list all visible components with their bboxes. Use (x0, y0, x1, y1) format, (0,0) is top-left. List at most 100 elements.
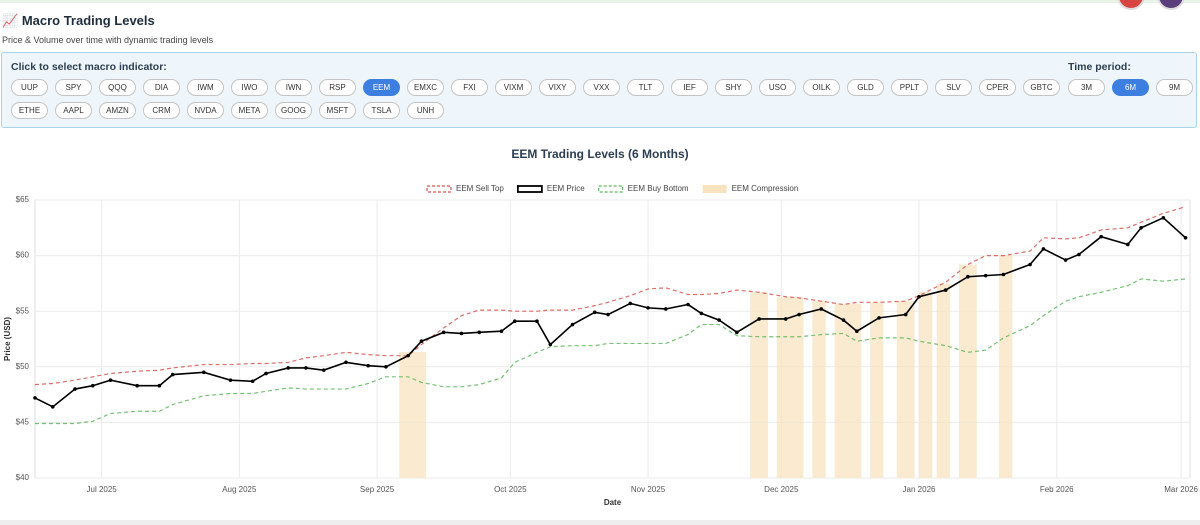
period-button[interactable]: 6M (1112, 79, 1149, 96)
indicator-button[interactable]: SHY (715, 79, 752, 96)
price-point (512, 319, 517, 324)
compression-band (812, 300, 826, 478)
compression-band (998, 255, 1013, 478)
indicator-button[interactable]: FXI (451, 79, 488, 96)
indicator-button[interactable]: OILK (803, 79, 840, 96)
icon: 📈 (2, 13, 19, 28)
indicator-button[interactable]: TSLA (363, 102, 400, 119)
indicator-button[interactable]: EMXC (407, 79, 444, 96)
price-point (419, 339, 424, 344)
x-tick-label: Mar 2026 (1164, 485, 1198, 494)
period-button[interactable]: 9M (1156, 79, 1193, 96)
indicator-button[interactable]: VXX (583, 79, 620, 96)
price-point (1063, 258, 1068, 262)
indicator-button[interactable]: SPY (55, 79, 92, 96)
indicator-button[interactable]: PPLT (891, 79, 928, 96)
price-point (548, 342, 553, 347)
price-point (304, 366, 308, 370)
price-point (477, 330, 482, 335)
price-point (757, 317, 761, 321)
control-panel: Click to select macro indicator: UUP SPY Q… (1, 52, 1197, 128)
indicator-button[interactable]: VIXY (539, 79, 576, 96)
price-point (1077, 252, 1081, 257)
price-point (717, 318, 721, 322)
indicator-button[interactable]: ETHE (11, 102, 48, 119)
indicator-button[interactable]: RSP (319, 79, 356, 96)
indicator-button[interactable]: AAPL (55, 102, 92, 119)
avatar[interactable] (1157, 0, 1185, 10)
price-point (877, 316, 881, 320)
price-point (1099, 234, 1103, 239)
indicator-button[interactable]: GBTC (1023, 79, 1060, 96)
price-point (499, 329, 504, 334)
indicator-button[interactable]: IEF (671, 79, 708, 96)
indicator-button[interactable]: VIXM (495, 79, 532, 96)
price-point (170, 372, 175, 377)
y-tick-label: $45 (16, 418, 30, 427)
price-point (1183, 236, 1188, 240)
period-label: Time period: (1068, 61, 1131, 73)
compression-band (919, 292, 933, 478)
price-point (108, 378, 113, 382)
compression-band (776, 297, 804, 478)
y-tick-label: $60 (16, 251, 30, 260)
price-point (903, 312, 908, 317)
price-point (917, 294, 921, 299)
price-point (646, 306, 650, 310)
price-point (264, 371, 268, 376)
price-point (983, 273, 988, 278)
subtitle: Price & Volume over time with dynamic tr… (2, 35, 214, 45)
indicator-button[interactable]: TLT (627, 79, 664, 96)
price-point (797, 312, 801, 317)
price-point (228, 378, 233, 382)
price-point (202, 370, 206, 375)
legend-label: EEM Sell Top (456, 184, 504, 193)
indicator-button[interactable]: EEM (363, 79, 400, 96)
price-point (535, 319, 539, 324)
title: 📈 Macro Trading Levels (2, 13, 213, 29)
indicator-button[interactable]: IWO (231, 79, 268, 96)
legend-label: EEM Compression (732, 184, 799, 193)
indicator-button[interactable]: META (231, 102, 268, 119)
period-button[interactable]: 3M (1068, 79, 1105, 96)
indicator-button[interactable]: SLV (935, 79, 972, 96)
indicator-button[interactable]: IWN (275, 79, 312, 96)
indicator-button[interactable]: UNH (407, 102, 444, 119)
period-buttons: 3M 6M 9M (1068, 79, 1193, 96)
price-point (1126, 242, 1130, 247)
indicator-button[interactable]: USO (759, 79, 796, 96)
indicator-button[interactable]: DIA (143, 79, 180, 96)
indicator-button[interactable]: CRM (143, 102, 180, 119)
price-point (73, 387, 77, 391)
indicator-button[interactable]: QQQ (99, 79, 136, 96)
indicator-button[interactable]: NVDA (187, 102, 224, 119)
legend-swatch (426, 185, 452, 193)
compression-band (959, 264, 977, 478)
price-point (819, 307, 824, 311)
indicator-button[interactable]: GOOG (275, 102, 312, 119)
indicator-button[interactable]: UUP (11, 79, 48, 96)
indicator-button[interactable]: CPER (979, 79, 1016, 96)
series-line (34, 216, 1187, 408)
price-point (943, 288, 948, 292)
price-point (1139, 226, 1143, 230)
indicator-button[interactable]: IWM (187, 79, 224, 96)
x-tick-label: Jul 2025 (87, 485, 118, 494)
y-tick-label: $40 (16, 473, 30, 482)
indicator-button[interactable]: AMZN (99, 102, 136, 119)
bottom-strip (0, 520, 1200, 525)
legend: EEM Sell Top EEM Price EEM Buy Bottom EEM C… (426, 184, 799, 193)
price-point (841, 318, 846, 322)
price-point (628, 301, 633, 306)
price-point (966, 274, 970, 279)
price-point (459, 331, 464, 336)
price-point (592, 310, 597, 315)
compression-band (399, 351, 426, 478)
x-axis-label: Date (604, 498, 622, 507)
indicator-button[interactable]: GLD (847, 79, 884, 96)
price-point (686, 302, 690, 307)
avatar[interactable] (1117, 0, 1145, 10)
indicator-button[interactable]: MSFT (319, 102, 356, 119)
price-point (344, 360, 348, 365)
